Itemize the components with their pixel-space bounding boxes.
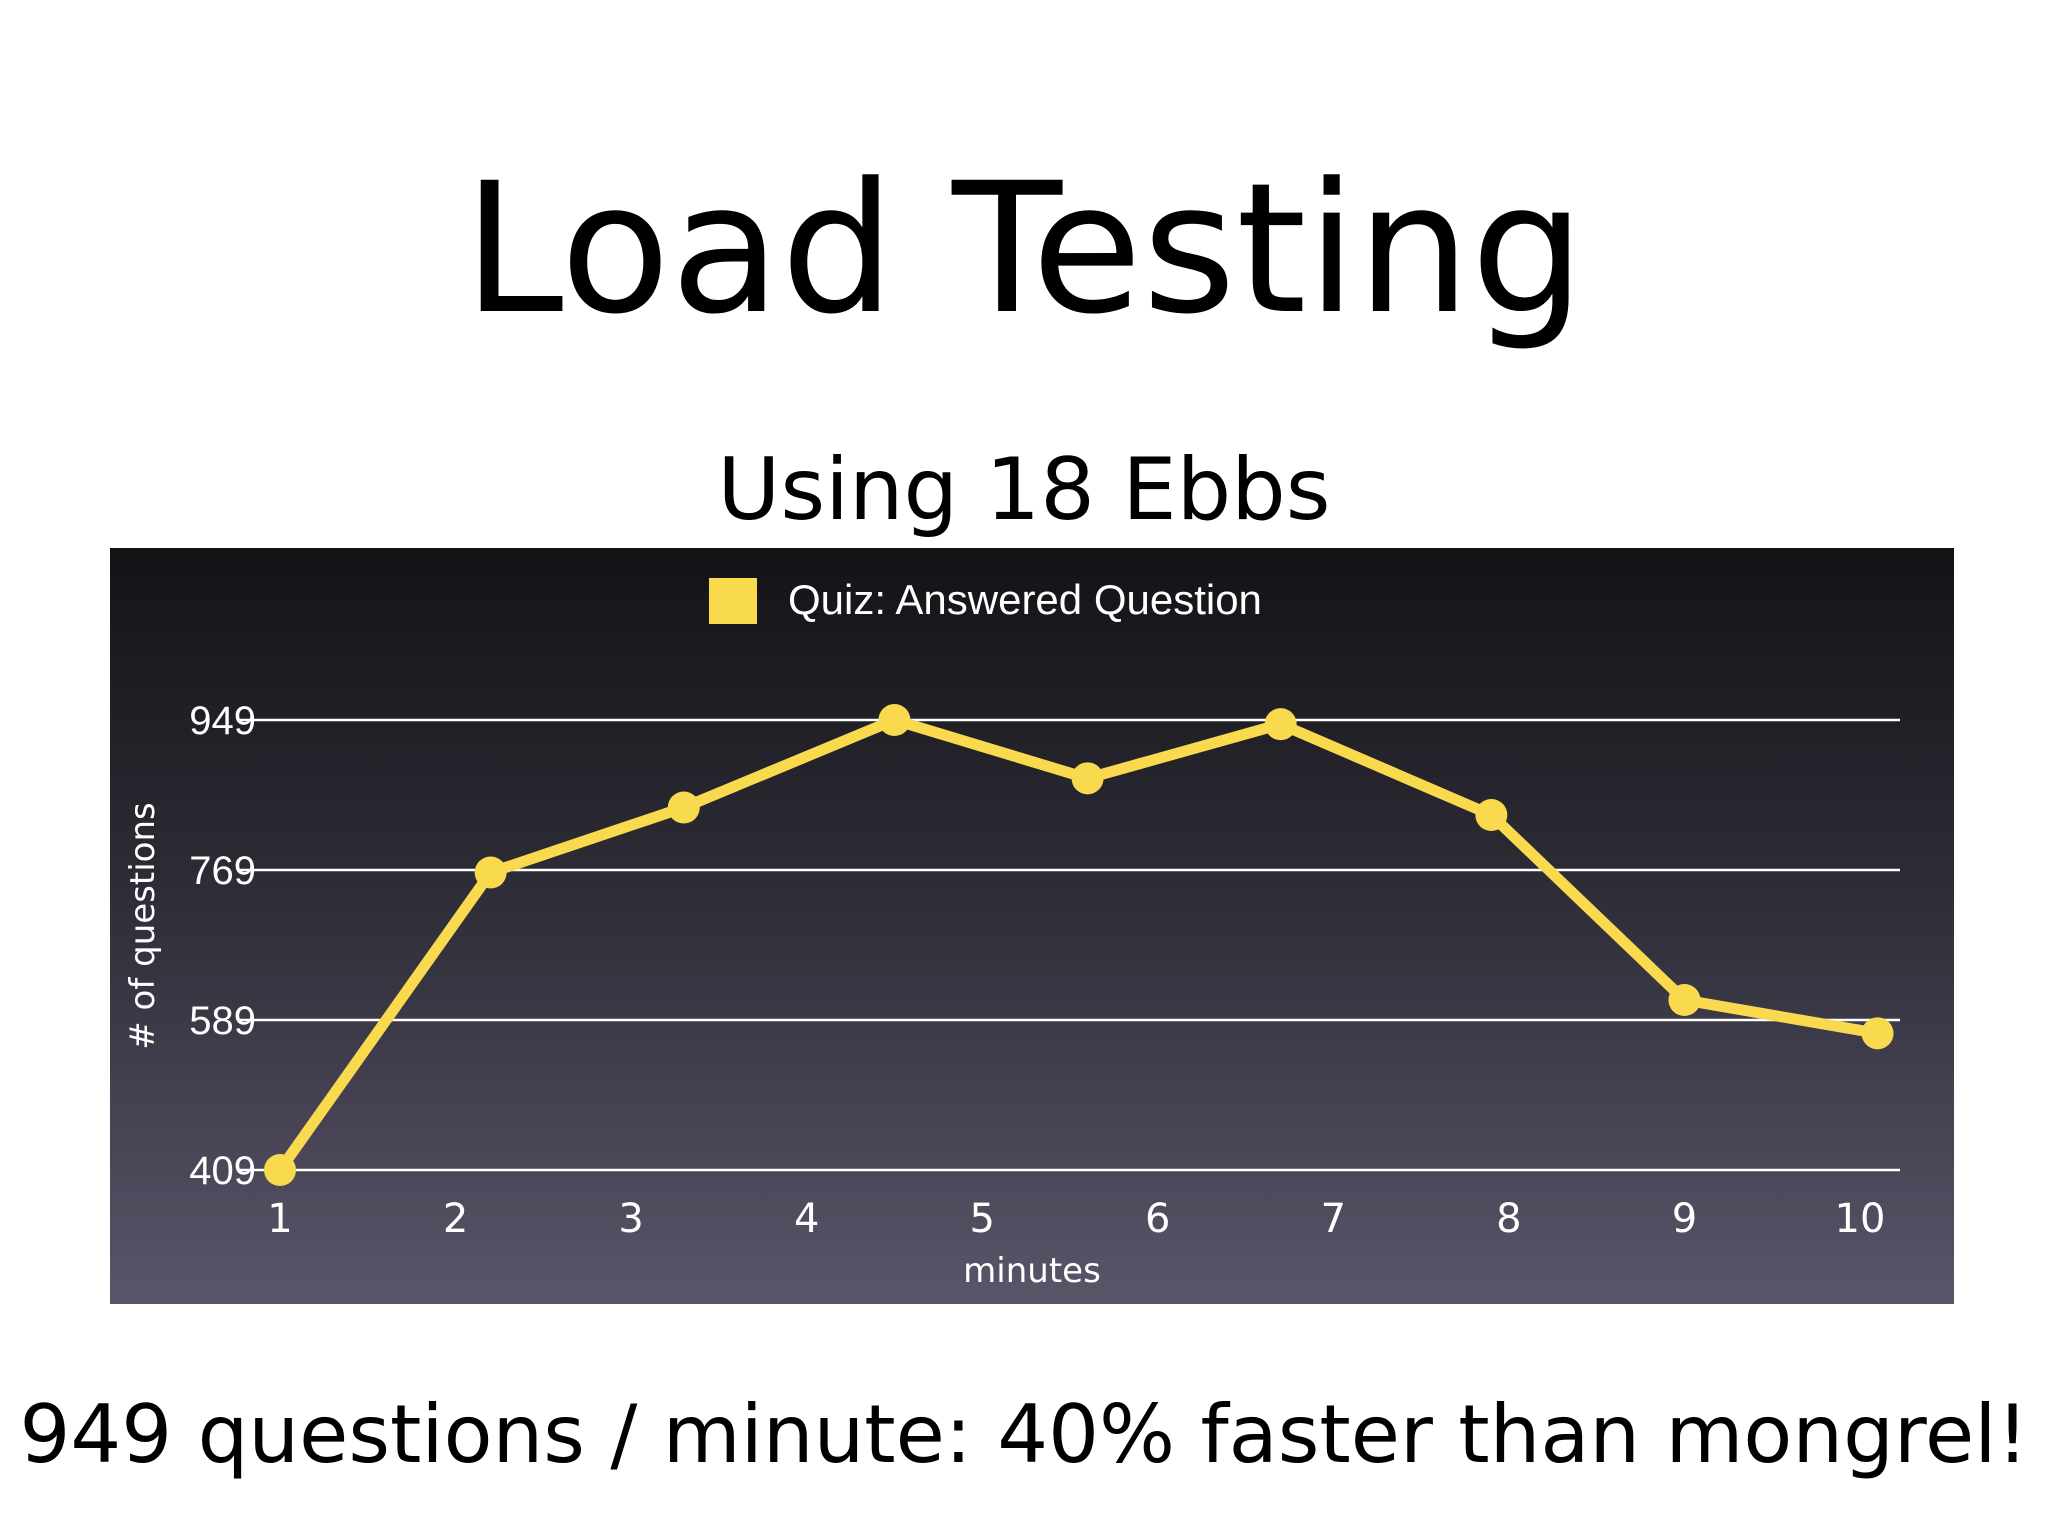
y-tick-label: 409 <box>189 1149 256 1193</box>
x-tick-label: 1 <box>267 1196 292 1242</box>
x-tick-label: 10 <box>1835 1196 1886 1242</box>
data-point <box>1861 1017 1894 1050</box>
y-axis-label: # of questions <box>123 802 163 1049</box>
data-point <box>1668 984 1701 1016</box>
slide-footer: 949 questions / minute: 40% faster than … <box>19 1388 2029 1481</box>
y-tick-label: 949 <box>189 699 256 743</box>
line-chart: 409 589 769 949 1 2 3 4 5 6 7 8 9 10 Quiz: Answered … <box>123 576 1900 1291</box>
legend-swatch <box>709 578 757 624</box>
data-point <box>264 1154 296 1186</box>
x-axis-label: minutes <box>963 1251 1101 1291</box>
y-tick-label: 589 <box>189 999 256 1043</box>
x-tick-label: 7 <box>1321 1196 1346 1242</box>
data-point <box>1475 799 1508 831</box>
x-tick-label: 6 <box>1145 1196 1170 1242</box>
legend-label: Quiz: Answered Question <box>788 576 1262 623</box>
slide-title: Load Testing <box>463 145 1585 354</box>
data-point <box>1264 708 1297 741</box>
x-tick-label: 2 <box>443 1196 468 1242</box>
data-point <box>1071 762 1104 795</box>
y-tick-label: 769 <box>189 849 256 893</box>
x-tick-label: 4 <box>794 1196 819 1242</box>
x-tick-label: 9 <box>1672 1196 1697 1242</box>
x-tick-label: 5 <box>969 1196 994 1242</box>
x-tick-label: 3 <box>618 1196 643 1242</box>
chart-panel: 409 589 769 949 1 2 3 4 5 6 7 8 9 10 Quiz: Answered … <box>110 548 1954 1304</box>
data-point <box>474 856 507 889</box>
data-point <box>667 791 700 824</box>
data-point <box>878 704 911 736</box>
x-tick-label: 8 <box>1496 1196 1521 1242</box>
slide-subtitle: Using 18 Ebbs <box>717 440 1331 540</box>
